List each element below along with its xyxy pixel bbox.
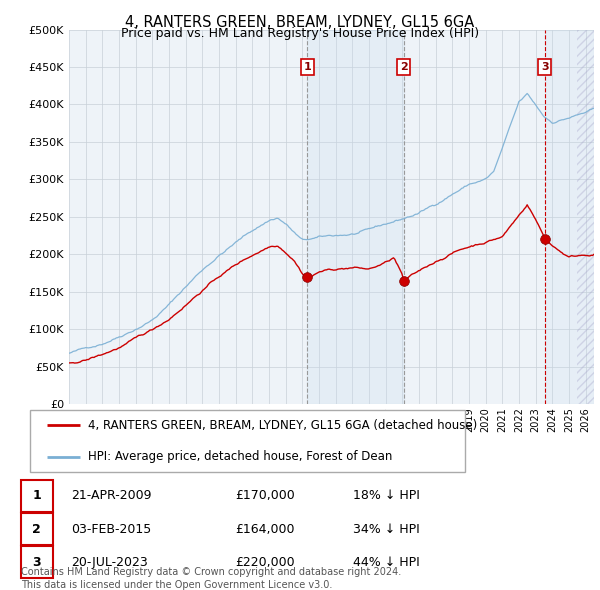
Text: £164,000: £164,000	[235, 523, 295, 536]
Text: 34% ↓ HPI: 34% ↓ HPI	[353, 523, 420, 536]
Text: 4, RANTERS GREEN, BREAM, LYDNEY, GL15 6GA (detached house): 4, RANTERS GREEN, BREAM, LYDNEY, GL15 6G…	[88, 419, 478, 432]
Text: 21-APR-2009: 21-APR-2009	[71, 489, 151, 502]
FancyBboxPatch shape	[21, 546, 53, 578]
Text: HPI: Average price, detached house, Forest of Dean: HPI: Average price, detached house, Fore…	[88, 450, 393, 463]
Bar	[545, 30, 594, 404]
Text: 44% ↓ HPI: 44% ↓ HPI	[353, 556, 420, 569]
Text: 2: 2	[32, 523, 41, 536]
Text: 1: 1	[304, 62, 311, 72]
Text: £220,000: £220,000	[235, 556, 295, 569]
Text: 4, RANTERS GREEN, BREAM, LYDNEY, GL15 6GA: 4, RANTERS GREEN, BREAM, LYDNEY, GL15 6G…	[125, 15, 475, 30]
Text: 3: 3	[541, 62, 548, 72]
Text: Contains HM Land Registry data © Crown copyright and database right 2024.
This d: Contains HM Land Registry data © Crown c…	[21, 567, 401, 590]
FancyBboxPatch shape	[29, 411, 465, 471]
Text: 3: 3	[32, 556, 41, 569]
Text: 20-JUL-2023: 20-JUL-2023	[71, 556, 148, 569]
Text: 2: 2	[400, 62, 407, 72]
Text: 03-FEB-2015: 03-FEB-2015	[71, 523, 151, 536]
Text: £170,000: £170,000	[235, 489, 295, 502]
Text: Price paid vs. HM Land Registry's House Price Index (HPI): Price paid vs. HM Land Registry's House …	[121, 27, 479, 40]
Text: 18% ↓ HPI: 18% ↓ HPI	[353, 489, 420, 502]
FancyBboxPatch shape	[21, 480, 53, 512]
Text: 1: 1	[32, 489, 41, 502]
Bar	[307, 30, 404, 404]
FancyBboxPatch shape	[21, 513, 53, 545]
